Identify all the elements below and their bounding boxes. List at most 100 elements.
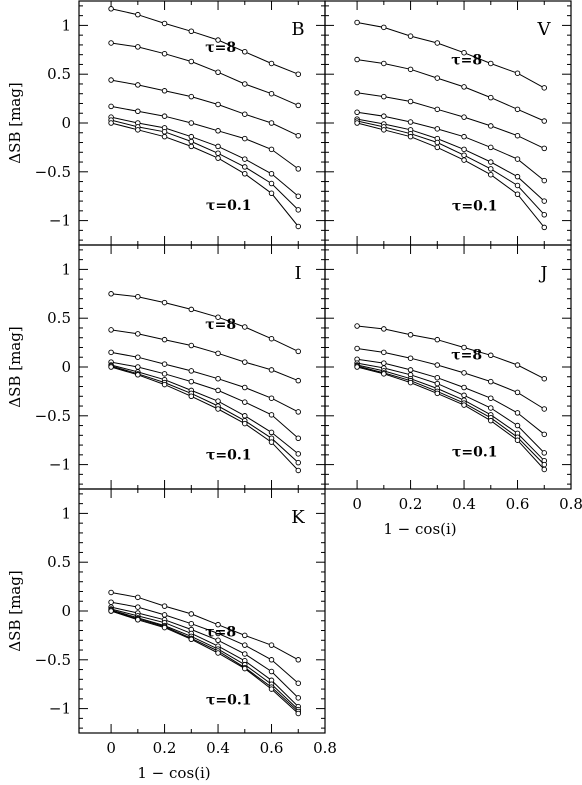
data-point bbox=[434, 40, 441, 46]
data-point bbox=[407, 133, 414, 140]
data-point bbox=[188, 636, 195, 643]
data-point bbox=[461, 344, 467, 351]
data-point bbox=[135, 331, 141, 337]
band-label: K bbox=[291, 507, 305, 528]
data-point bbox=[242, 642, 248, 648]
data-point bbox=[381, 93, 387, 100]
data-point bbox=[541, 406, 548, 412]
y-tick-label: −0.5 bbox=[35, 651, 71, 669]
data-point bbox=[514, 410, 521, 416]
y-tick-label: 1 bbox=[61, 504, 71, 522]
data-point bbox=[268, 668, 275, 675]
data-point bbox=[354, 120, 360, 126]
data-point bbox=[135, 594, 141, 601]
panel-j: 0 0.2 0.4 0.6 0.8 1 − cos(i) Jτ=8 τ=0.1 bbox=[324, 244, 582, 538]
series-line-3 bbox=[110, 606, 299, 699]
data-point bbox=[295, 102, 302, 109]
data-point bbox=[354, 345, 360, 352]
data-point bbox=[354, 89, 360, 96]
y-tick-label: 0 bbox=[61, 602, 71, 620]
data-point bbox=[381, 326, 387, 332]
y-tick-label: −1 bbox=[49, 212, 71, 230]
data-point bbox=[161, 612, 168, 618]
data-point bbox=[514, 422, 521, 429]
series-line-6 bbox=[356, 120, 545, 216]
data-point bbox=[295, 459, 302, 466]
data-point bbox=[461, 370, 467, 376]
data-point bbox=[541, 431, 548, 438]
series-line-5 bbox=[110, 364, 299, 455]
data-point bbox=[488, 60, 494, 67]
series-line-4 bbox=[110, 608, 299, 707]
series-line-2 bbox=[111, 329, 299, 382]
x-axis-label: 1 − cos(i) bbox=[137, 764, 210, 782]
series-line-5 bbox=[357, 118, 545, 202]
data-point bbox=[354, 323, 360, 329]
series-line-6 bbox=[110, 119, 299, 211]
data-point bbox=[215, 387, 221, 394]
series-line-7 bbox=[110, 610, 299, 714]
data-point bbox=[461, 384, 467, 391]
data-point bbox=[188, 620, 195, 627]
data-point bbox=[108, 291, 114, 297]
data-point bbox=[161, 113, 168, 119]
x-axis-label: 1 − cos(i) bbox=[383, 520, 456, 538]
data-point bbox=[541, 211, 548, 218]
series-line-3 bbox=[357, 358, 545, 435]
data-point bbox=[514, 389, 521, 396]
data-point bbox=[268, 395, 275, 401]
data-point bbox=[434, 139, 441, 146]
data-point bbox=[488, 166, 494, 172]
data-point bbox=[215, 101, 221, 108]
series-line-2 bbox=[111, 42, 299, 106]
series-line-6 bbox=[356, 365, 545, 465]
x-tick-label: 0.2 bbox=[153, 739, 177, 757]
series-line-4 bbox=[357, 362, 545, 454]
y-tick-label: −1 bbox=[49, 456, 71, 474]
data-point bbox=[488, 159, 494, 165]
data-point bbox=[541, 461, 548, 468]
data-point bbox=[215, 128, 221, 134]
data-point bbox=[514, 106, 521, 113]
data-point bbox=[188, 393, 195, 400]
data-point bbox=[295, 223, 302, 230]
series-line-7 bbox=[110, 122, 299, 227]
data-point bbox=[215, 350, 221, 357]
x-tick-label: 0.6 bbox=[506, 495, 530, 513]
series-line-2 bbox=[357, 348, 545, 410]
data-point bbox=[407, 98, 414, 105]
data-point bbox=[461, 133, 467, 140]
panel-b: −1 −0.5 0 0.5 1 ΔSB [mag] Bτ=8 τ=0.1 bbox=[6, 0, 326, 246]
data-point bbox=[161, 381, 168, 388]
data-point bbox=[188, 28, 195, 35]
data-point bbox=[108, 40, 114, 46]
annotation-tau-bottom: τ=0.1 bbox=[206, 198, 252, 214]
data-point bbox=[108, 103, 114, 110]
data-point bbox=[541, 224, 548, 231]
series-line-1 bbox=[357, 22, 545, 89]
data-point bbox=[541, 466, 548, 473]
data-point bbox=[295, 680, 302, 686]
data-point bbox=[108, 327, 114, 333]
data-point bbox=[268, 686, 275, 692]
data-point bbox=[135, 11, 141, 18]
data-point bbox=[135, 364, 141, 370]
data-point bbox=[188, 133, 195, 140]
data-point bbox=[215, 398, 221, 404]
annotation-tau-bottom: τ=0.1 bbox=[206, 448, 252, 464]
data-point bbox=[295, 467, 302, 474]
data-point bbox=[295, 657, 302, 663]
series-line-2 bbox=[111, 601, 299, 684]
data-point bbox=[161, 624, 168, 631]
data-point bbox=[381, 360, 387, 366]
panel-v: Vτ=8 τ=0.1 bbox=[324, 0, 572, 246]
y-tick-label: 0.5 bbox=[47, 65, 71, 83]
data-point bbox=[295, 207, 302, 213]
data-point bbox=[242, 81, 248, 87]
annotation-tau-top: τ=8 bbox=[205, 625, 236, 641]
data-point bbox=[461, 146, 467, 153]
data-point bbox=[108, 608, 114, 614]
data-point bbox=[108, 77, 114, 83]
series-line-3 bbox=[111, 351, 299, 413]
data-point bbox=[161, 299, 168, 306]
